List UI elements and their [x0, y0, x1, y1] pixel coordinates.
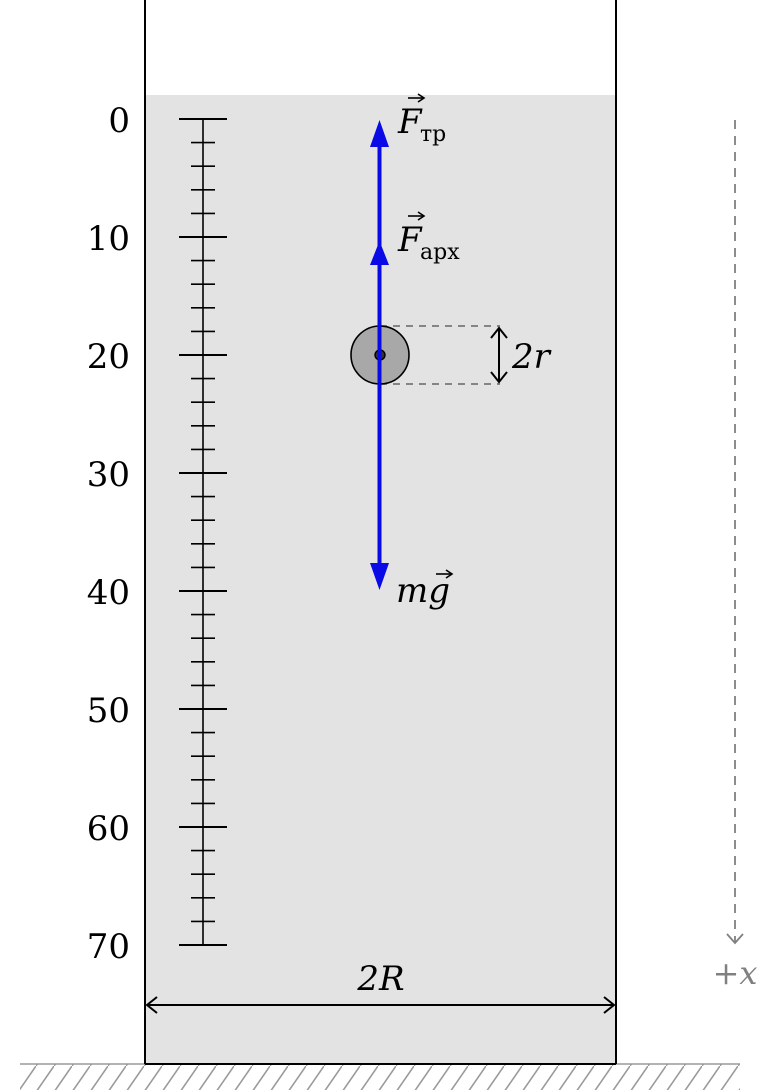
scale-label: 60 — [87, 809, 130, 849]
gravity-force-arrow — [370, 355, 389, 590]
gravity-force-label: mg — [396, 569, 454, 611]
force-arrows — [370, 120, 389, 590]
archimedes-force-label: F арх — [397, 211, 460, 265]
vessel — [144, 0, 617, 1065]
vessel-width-arrow — [145, 996, 616, 1014]
friction-force-label: F тр — [397, 93, 446, 147]
x-axis — [726, 120, 744, 945]
friction-force-symbol: F — [397, 102, 423, 142]
ball-diameter-dimension — [380, 325, 500, 385]
vessel-width-label: 2R — [356, 959, 404, 999]
x-axis-label: +x — [713, 954, 758, 992]
scale-labels: 0 10 20 30 40 50 60 70 — [87, 101, 130, 967]
archimedes-force-subscript: арх — [420, 240, 460, 265]
scale-label: 70 — [87, 927, 130, 967]
friction-force-subscript: тр — [420, 122, 446, 147]
gravity-force-symbol: mg — [396, 571, 450, 611]
scale-label: 20 — [87, 337, 130, 377]
depth-scale — [179, 118, 227, 946]
archimedes-force-symbol: F — [397, 220, 423, 260]
scale-label: 30 — [87, 455, 130, 495]
diameter-arrow — [490, 326, 508, 384]
scale-label: 50 — [87, 691, 130, 731]
ball-diameter-label: 2r — [511, 337, 552, 377]
scale-label: 10 — [87, 219, 130, 259]
scale-label: 40 — [87, 573, 130, 613]
ground — [20, 1063, 740, 1090]
scale-label: 0 — [108, 101, 130, 141]
archimedes-force-arrow — [370, 241, 389, 265]
